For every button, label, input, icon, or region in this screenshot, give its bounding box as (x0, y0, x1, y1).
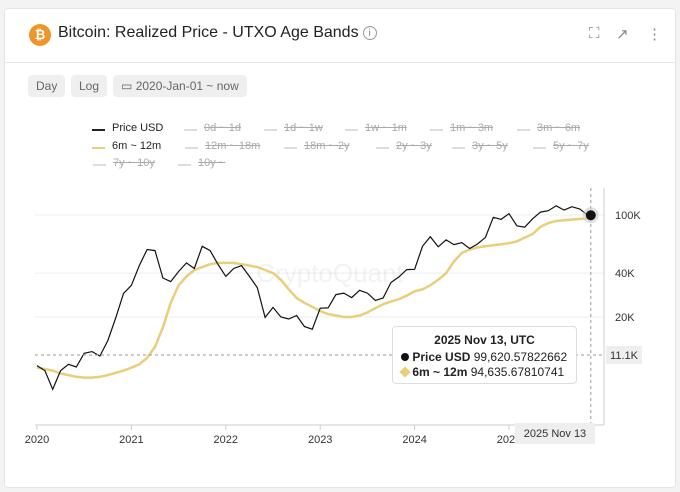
info-icon[interactable]: i (362, 26, 377, 40)
legend-item[interactable]: 6m ~ 12m (112, 140, 162, 152)
legend-swatch (178, 164, 191, 166)
tooltip-date: 2025 Nov 13, UTC (434, 333, 535, 347)
band-marker-icon (399, 366, 411, 378)
legend-item[interactable]: Price USD (112, 122, 164, 134)
legend-item[interactable]: 0d ~ 1d (204, 122, 242, 134)
date-range-picker[interactable]: ▭ 2020-Jan-01 ~ now (113, 75, 247, 97)
y-tick-label: 40K (615, 268, 635, 280)
legend-item[interactable]: 1m ~ 3m (450, 122, 494, 134)
legend-swatch (184, 129, 197, 131)
fullscreen-icon[interactable]: ⛶ (589, 25, 600, 42)
legend-swatch (533, 147, 546, 149)
legend-swatch (92, 147, 105, 149)
chart-card: ₿ Bitcoin: Realized Price - UTXO Age Ban… (4, 8, 676, 488)
legend-swatch (264, 129, 277, 131)
y-tick-label: 100K (615, 210, 641, 222)
interval-day-button[interactable]: Day (28, 75, 66, 97)
legend-item[interactable]: 12m ~ 18m (205, 140, 261, 152)
more-vertical-icon[interactable]: ⋮ (647, 26, 662, 43)
legend-swatch (376, 147, 389, 149)
tooltip-row-band: 6m ~ 12m 94,635.67810741 (399, 365, 576, 379)
x-tick-label: 2024 (402, 434, 426, 446)
x-tick-label: 2023 (308, 434, 332, 446)
legend-item[interactable]: 1d ~ 1w (284, 122, 323, 134)
legend-swatch (284, 147, 297, 149)
x-tick-label: 2021 (119, 434, 143, 446)
tooltip-row-price: Price USD 99,620.57822662 (401, 350, 576, 364)
x-crosshair-label: 2025 Nov 13 (524, 428, 586, 440)
legend-item[interactable]: 2y ~ 3y (396, 140, 432, 152)
chart-title: Bitcoin: Realized Price - UTXO Age Bands… (58, 24, 377, 42)
hover-point (585, 210, 596, 221)
legend-swatch (93, 164, 106, 166)
x-tick-label: 2022 (214, 434, 238, 446)
y-crosshair-label: 11.1K (610, 350, 639, 362)
legend-swatch (345, 129, 358, 131)
price-usd-line (36, 205, 589, 391)
x-tick-label: 2020 (25, 434, 49, 446)
watermark: CryptoQuant (256, 258, 404, 288)
tooltip: 2025 Nov 13, UTC Price USD 99,620.578226… (392, 326, 577, 384)
legend-swatch (430, 129, 443, 131)
legend-item[interactable]: 5y ~ 7y (553, 140, 589, 152)
legend-item[interactable]: 1w ~ 1m (365, 122, 407, 134)
legend-swatch (92, 129, 105, 131)
legend-item[interactable]: 10y ~ (198, 157, 226, 169)
log-scale-button[interactable]: Log (71, 75, 108, 97)
calendar-icon: ▭ (121, 79, 133, 93)
bitcoin-logo-icon: ₿ (29, 24, 51, 46)
legend-swatch (517, 129, 530, 131)
x-crosshair-label-bg (515, 423, 595, 444)
card-header: ₿ Bitcoin: Realized Price - UTXO Age Ban… (5, 9, 675, 63)
legend-item[interactable]: 7y ~ 10y (113, 157, 155, 169)
y-tick-label: 20K (615, 312, 635, 324)
legend-item[interactable]: 3m ~ 6m (537, 122, 581, 134)
legend-swatch (452, 147, 465, 149)
legend-item[interactable]: 3y ~ 5y (472, 140, 508, 152)
y-crosshair-label-bg (606, 346, 642, 364)
legend-item[interactable]: 18m ~ 2y (304, 140, 350, 152)
open-external-icon[interactable]: ↗ (616, 26, 629, 43)
price-marker-icon (401, 353, 409, 361)
band-6m-12m-line (36, 217, 588, 379)
legend-swatch (185, 147, 198, 149)
